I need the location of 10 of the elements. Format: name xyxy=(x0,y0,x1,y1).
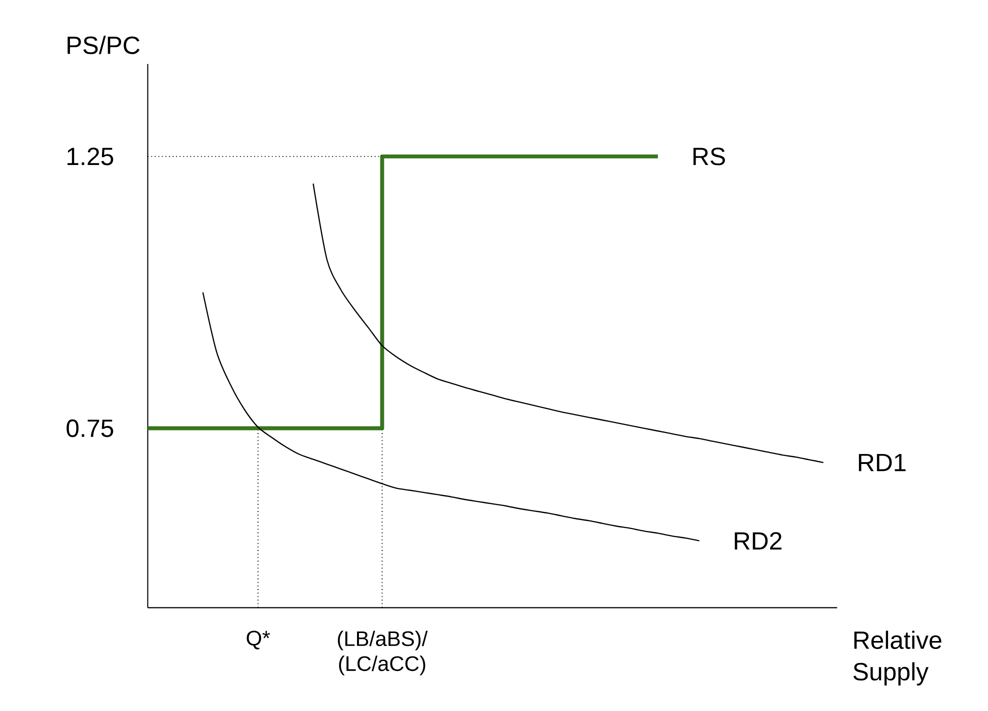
y-tick-label: 0.75 xyxy=(66,419,114,438)
series-label: RD1 xyxy=(858,454,906,472)
series-label: RS xyxy=(693,148,725,166)
series-label: RD2 xyxy=(734,532,782,550)
line-series xyxy=(312,182,824,464)
y-tick-label: 1.25 xyxy=(68,148,114,166)
x-tick-label: (LB/aBS)/ (LC/aCC) xyxy=(338,630,428,676)
x-axis-title: Relative Supply xyxy=(853,630,942,686)
y-axis-title: PS/PC xyxy=(68,36,140,54)
x-tick-label: Q* xyxy=(246,630,270,650)
